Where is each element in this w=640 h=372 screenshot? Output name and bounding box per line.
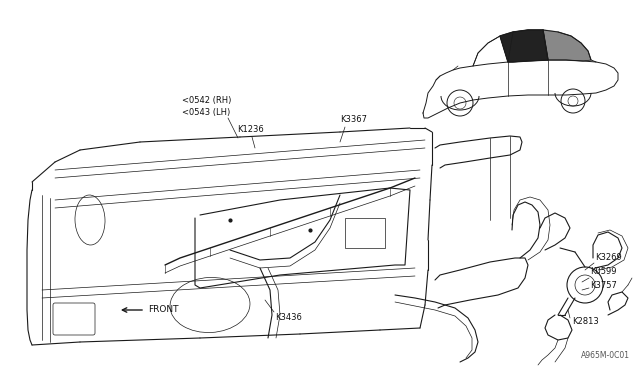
Text: K3367: K3367 xyxy=(340,115,367,125)
Text: <0542 (RH): <0542 (RH) xyxy=(182,96,232,105)
Text: A965M-0C01: A965M-0C01 xyxy=(581,351,630,360)
Text: K1236: K1236 xyxy=(237,125,264,135)
Text: FRONT: FRONT xyxy=(148,305,179,314)
Text: K0599: K0599 xyxy=(590,267,616,276)
Text: K3436: K3436 xyxy=(275,314,302,323)
Bar xyxy=(345,218,385,248)
Text: K3269: K3269 xyxy=(595,253,621,263)
Text: <0543 (LH): <0543 (LH) xyxy=(182,109,230,118)
Text: K3757: K3757 xyxy=(590,280,617,289)
Text: K2813: K2813 xyxy=(572,317,599,327)
Polygon shape xyxy=(543,30,591,61)
Polygon shape xyxy=(500,30,548,62)
